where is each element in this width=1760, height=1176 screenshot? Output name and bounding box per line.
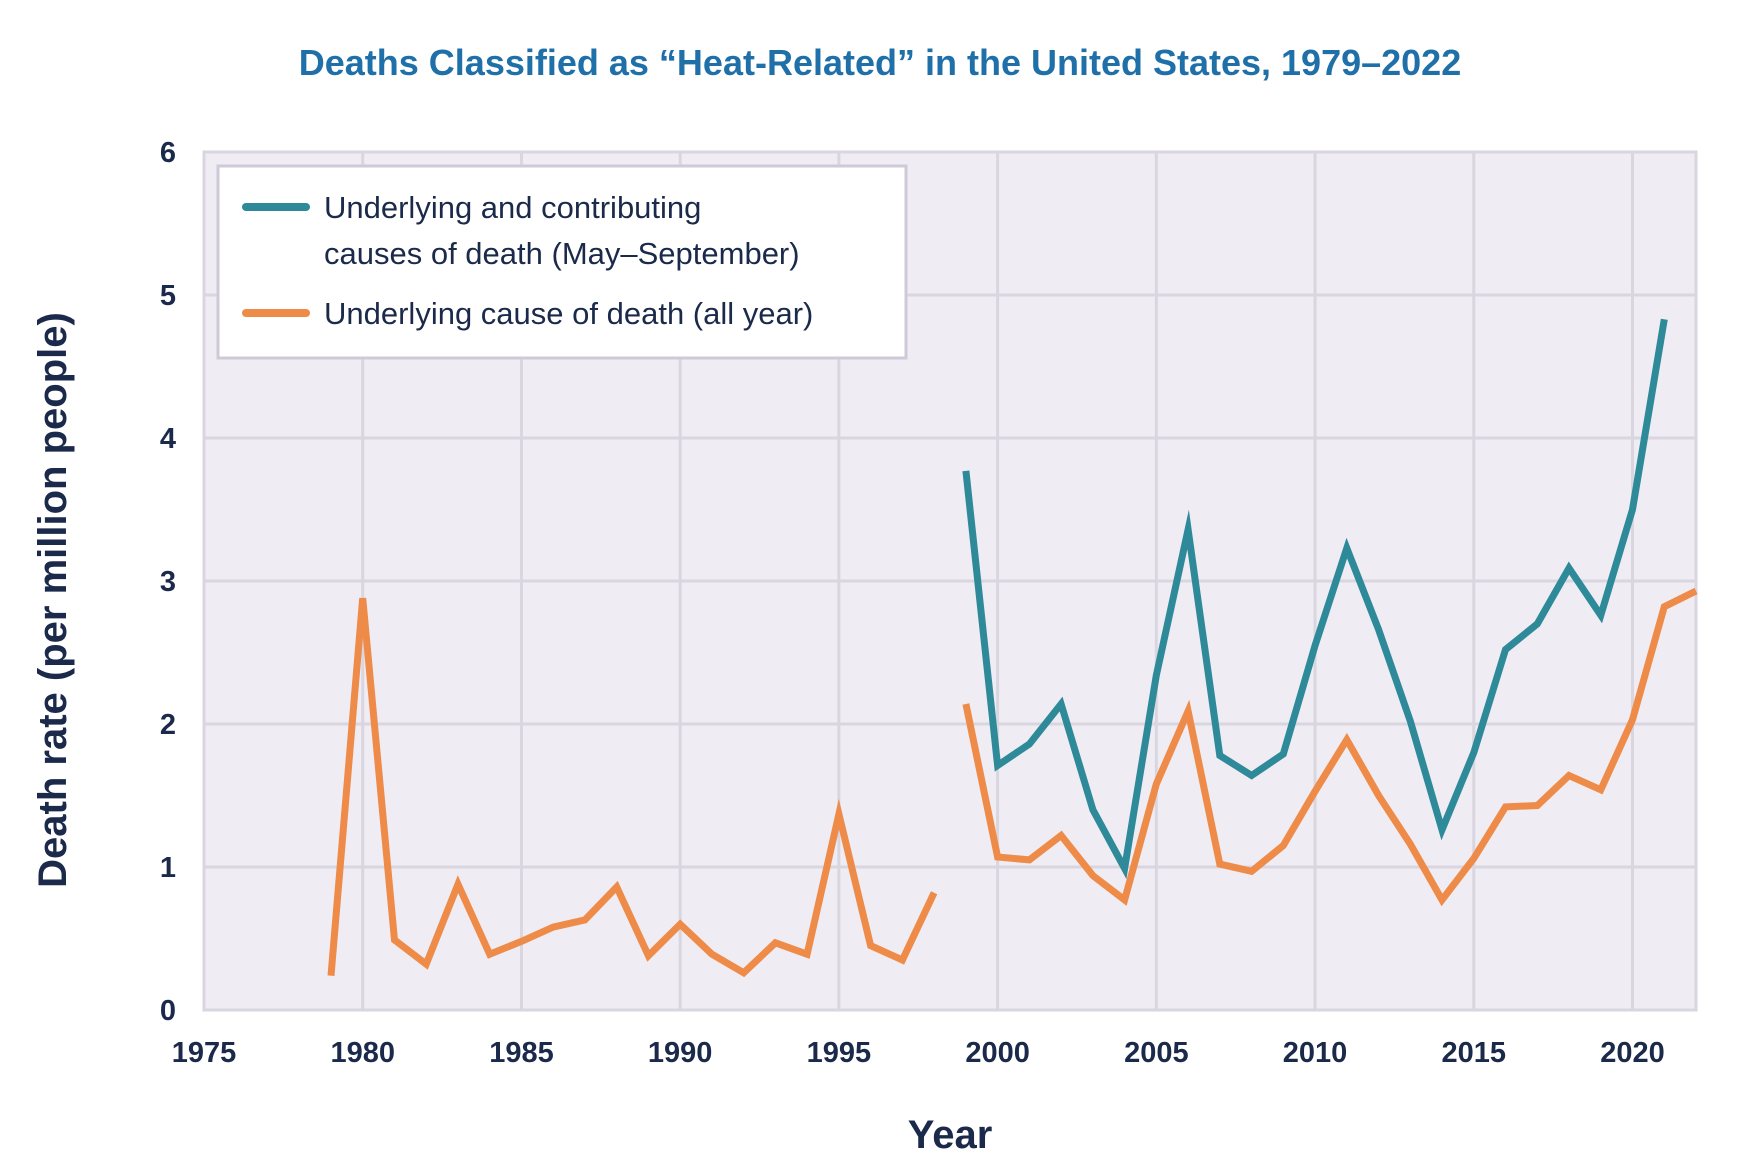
x-tick-label: 2010: [1283, 1037, 1348, 1069]
legend-label-teal-line1: Underlying and contributing: [324, 190, 701, 225]
y-tick-label: 0: [160, 995, 176, 1027]
y-tick-label: 4: [160, 423, 176, 455]
x-tick-label: 2015: [1442, 1037, 1507, 1069]
x-tick-labels: 1975 1980 1985 1990 1995 2000 2005 2010 2015 2020: [172, 1037, 1665, 1069]
x-axis-label: Year: [908, 1113, 993, 1157]
y-tick-labels: 0 1 2 3 4 5 6: [160, 137, 176, 1027]
x-tick-label: 1980: [330, 1037, 395, 1069]
series-line-underlying-all-year-segment-0: [327, 597, 938, 978]
y-tick-label: 5: [160, 280, 176, 312]
grid-lines: [202, 150, 1698, 1012]
y-axis-label: Death rate (per million people): [31, 312, 75, 888]
series-line-underlying-all-year-segment-1: [962, 587, 1698, 907]
chart-title: Deaths Classified as “Heat-Related” in t…: [298, 42, 1462, 83]
x-tick-label: 2000: [965, 1037, 1030, 1069]
x-tick-label: 2020: [1600, 1037, 1665, 1069]
y-tick-label: 3: [160, 566, 176, 598]
x-tick-label: 1990: [648, 1037, 713, 1069]
series-line-underlying-and-contributing-segment-0: [962, 318, 1668, 880]
x-tick-label: 1975: [172, 1037, 237, 1069]
legend-box: [216, 164, 908, 360]
series-layer: [327, 318, 1698, 978]
y-tick-label: 6: [160, 137, 176, 169]
legend-label-orange: Underlying cause of death (all year): [324, 296, 813, 331]
y-tick-label: 1: [160, 852, 176, 884]
legend: Underlying and contributing causes of de…: [216, 164, 908, 360]
legend-label-teal-line2: causes of death (May–September): [324, 236, 800, 271]
x-tick-label: 1995: [807, 1037, 872, 1069]
x-tick-label: 2005: [1124, 1037, 1189, 1069]
x-tick-label: 1985: [489, 1037, 554, 1069]
y-tick-label: 2: [160, 709, 176, 741]
